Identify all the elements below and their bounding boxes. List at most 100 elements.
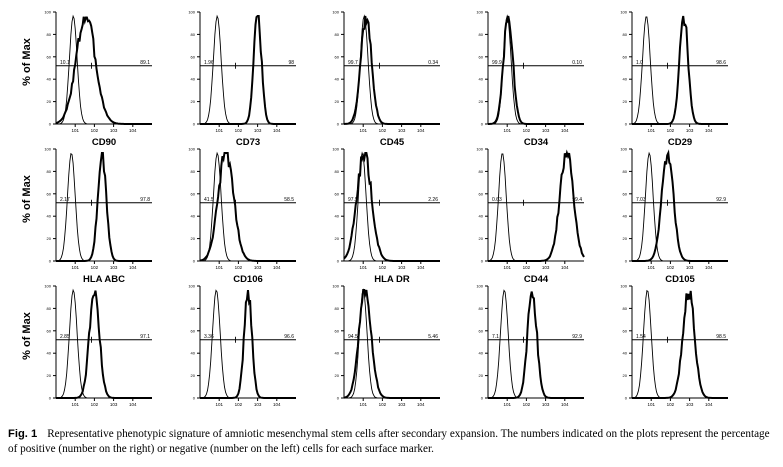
y-tick-label: 100 [476,10,483,15]
x-tick-label: 104 [273,402,281,407]
y-tick-label: 60 [479,191,484,196]
marker-label: CD105 [665,274,695,285]
y-tick-label: 20 [191,236,196,241]
y-tick-label: 60 [335,191,340,196]
y-tick-label: 80 [335,169,340,174]
x-tick-label: 102 [91,265,99,270]
control-histogram [631,16,728,125]
y-tick-label: 80 [47,32,52,37]
y-tick-label: 40 [335,351,340,356]
stained-histogram [632,290,728,399]
control-histogram [632,151,728,262]
negative-percent-label: 99.9 [492,60,502,66]
histogram-panel: 0 20 40 60 80 100 101 102 103 104 % of Max 10.1 89.1… [21,10,152,148]
histogram-panel: 0 20 40 60 80 100 101 102 103 104 7.03 92.9 CD105 [620,147,728,285]
x-tick-label: 104 [417,402,425,407]
stained-histogram [343,152,440,262]
positive-percent-label: 0.34 [428,60,438,66]
y-tick-label: 20 [479,373,484,378]
negative-percent-label: 0.63 [492,197,502,203]
histogram-panel: 0 20 40 60 80 100 101 102 103 104 41.5 58.5 CD106 [188,147,296,285]
x-tick-label: 103 [398,265,406,270]
x-tick-label: 104 [705,265,713,270]
positive-percent-label: 92.9 [572,334,582,340]
y-tick-label: 80 [191,306,196,311]
y-tick-label: 40 [479,214,484,219]
negative-percent-label: 10.1 [60,60,70,66]
positive-percent-label: 99.4 [572,197,582,203]
x-tick-label: 103 [542,402,550,407]
y-tick-label: 0 [49,259,52,264]
y-tick-label: 60 [47,328,52,333]
x-tick-label: 104 [273,128,281,133]
y-tick-label: 60 [335,328,340,333]
y-tick-label: 20 [623,373,628,378]
x-tick-label: 101 [71,402,79,407]
x-tick-label: 103 [254,402,262,407]
y-tick-label: 0 [337,122,340,127]
positive-percent-label: 98.6 [716,60,726,66]
y-axis-label: % of Max [21,37,33,86]
x-tick-label: 101 [359,402,367,407]
y-tick-label: 20 [479,99,484,104]
histogram-panel: 0 20 40 60 80 100 101 102 103 104 99.9 0.10 CD34 [476,10,584,148]
y-tick-label: 20 [623,236,628,241]
y-tick-label: 100 [188,10,195,15]
y-tick-label: 100 [620,10,627,15]
y-tick-label: 0 [193,259,196,264]
x-tick-label: 103 [686,265,694,270]
control-histogram [488,289,584,399]
histogram-panel: 0 20 40 60 80 100 101 102 103 104 1.96 98 CD73 [188,10,296,148]
y-tick-label: 80 [479,169,484,174]
x-tick-label: 101 [71,265,79,270]
y-tick-label: 20 [47,99,52,104]
x-tick-label: 104 [705,128,713,133]
x-tick-label: 102 [235,402,243,407]
positive-percent-label: 98 [288,60,294,66]
stained-histogram [55,16,152,125]
marker-label: HLA DR [374,274,410,285]
stained-histogram [488,149,585,262]
y-tick-label: 0 [481,396,484,401]
stained-histogram [56,152,152,262]
negative-percent-label: 99.7 [348,60,358,66]
y-tick-label: 100 [620,147,627,152]
x-tick-label: 104 [705,402,713,407]
y-tick-label: 40 [335,214,340,219]
y-tick-label: 100 [44,10,51,15]
x-tick-label: 103 [254,265,262,270]
positive-percent-label: 98.5 [716,334,726,340]
y-tick-label: 40 [191,214,196,219]
y-tick-label: 40 [191,77,196,82]
y-tick-label: 20 [335,99,340,104]
x-tick-label: 102 [667,128,675,133]
positive-percent-label: 96.6 [284,334,294,340]
y-tick-label: 60 [623,191,628,196]
negative-percent-label: 1.0 [636,60,643,66]
positive-percent-label: 97.1 [140,334,150,340]
negative-percent-label: 7.03 [636,197,646,203]
y-tick-label: 60 [47,191,52,196]
y-tick-label: 40 [623,214,628,219]
y-tick-label: 80 [191,169,196,174]
y-tick-label: 100 [332,147,339,152]
stained-histogram [632,149,728,262]
y-tick-label: 60 [623,54,628,59]
y-tick-label: 100 [44,147,51,152]
y-tick-label: 60 [335,54,340,59]
stained-histogram [200,15,296,125]
x-tick-label: 104 [561,265,569,270]
control-histogram [487,153,584,262]
stained-histogram [199,152,296,262]
y-tick-label: 20 [335,373,340,378]
y-tick-label: 20 [47,373,52,378]
x-tick-label: 102 [379,265,387,270]
y-tick-label: 40 [47,77,52,82]
marker-label: CD90 [92,137,116,148]
negative-percent-label: 2.85 [60,334,70,340]
x-tick-label: 103 [542,265,550,270]
x-tick-label: 101 [647,402,655,407]
control-histogram [200,151,296,262]
